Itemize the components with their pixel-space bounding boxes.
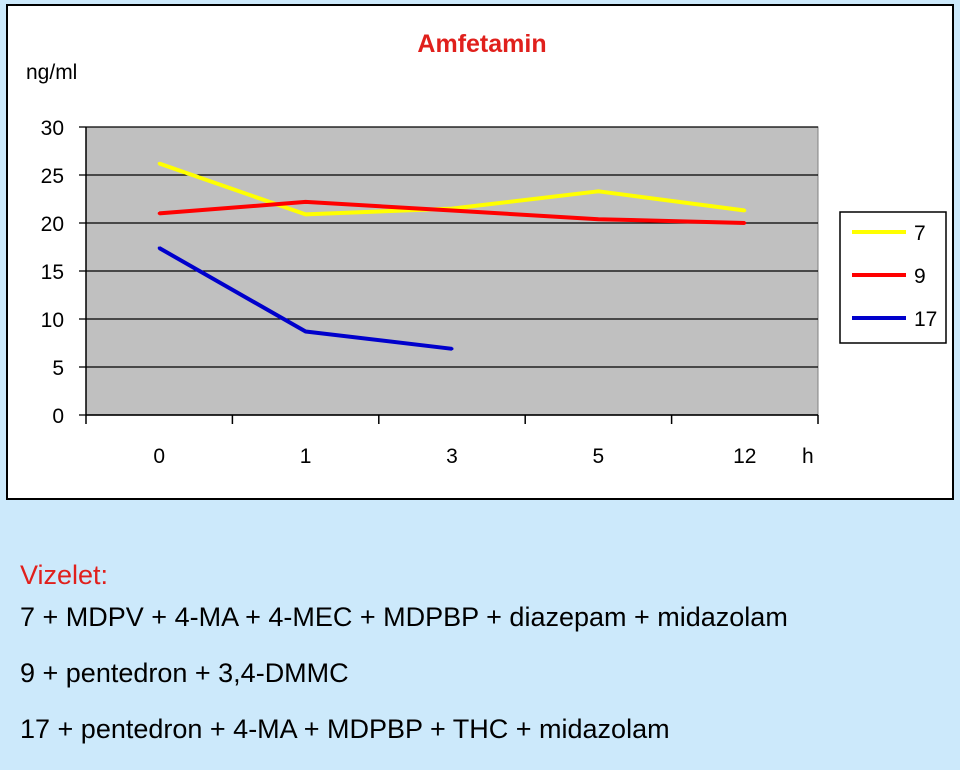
y-axis-label: ng/ml <box>26 61 77 84</box>
data-point-9-3 <box>450 209 454 213</box>
line-chart: 0 5 10 15 20 25 30 0 1 3 5 12 ng/ml h Amfetamin 7 9 17 <box>26 30 947 468</box>
chart-title: Amfetamin <box>417 30 546 58</box>
x-axis-label: h <box>802 445 814 468</box>
data-point-7-1 <box>304 212 308 216</box>
data-point-17-3 <box>450 347 454 351</box>
data-point-9-1 <box>304 200 308 204</box>
data-point-7-0 <box>157 161 161 165</box>
chart-frame: 0 5 10 15 20 25 30 0 1 3 5 12 ng/ml h Amfetamin 7 9 17 <box>6 4 954 500</box>
x-tick-label-0: 0 <box>153 445 165 468</box>
notes-heading: Vizelet: <box>20 560 109 590</box>
notes-line-9: 9 + pentedron + 3,4-DMMC <box>20 658 349 688</box>
x-tick-label-5: 5 <box>593 445 605 468</box>
data-point-7-5 <box>596 189 600 193</box>
data-point-9-5 <box>596 217 600 221</box>
y-tick-label-0: 0 <box>52 405 64 428</box>
y-tick-label-25: 25 <box>41 165 64 188</box>
y-tick-label-30: 30 <box>41 117 64 140</box>
data-point-17-1 <box>304 329 308 333</box>
x-tick-label-3: 3 <box>446 445 458 468</box>
data-point-17-0 <box>157 246 161 250</box>
data-point-9-0 <box>157 211 161 215</box>
y-tick-label-15: 15 <box>41 261 64 284</box>
y-tick-label-10: 10 <box>41 309 64 332</box>
legend-label-17: 17 <box>914 308 937 331</box>
data-point-7-12 <box>743 209 747 213</box>
legend-label-7: 7 <box>914 222 926 245</box>
urine-notes: Vizelet: 7 + MDPV + 4-MA + 4-MEC + MDPBP… <box>20 560 788 770</box>
x-tick-label-12: 12 <box>733 445 756 468</box>
notes-line-17: 17 + pentedron + 4-MA + MDPBP + THC + mi… <box>20 714 670 744</box>
x-tick-label-1: 1 <box>300 445 312 468</box>
legend-label-9: 9 <box>914 265 926 288</box>
y-tick-label-5: 5 <box>52 357 64 380</box>
data-point-9-12 <box>743 221 747 225</box>
y-tick-label-20: 20 <box>41 213 64 236</box>
notes-line-7: 7 + MDPV + 4-MA + 4-MEC + MDPBP + diazep… <box>20 602 788 632</box>
